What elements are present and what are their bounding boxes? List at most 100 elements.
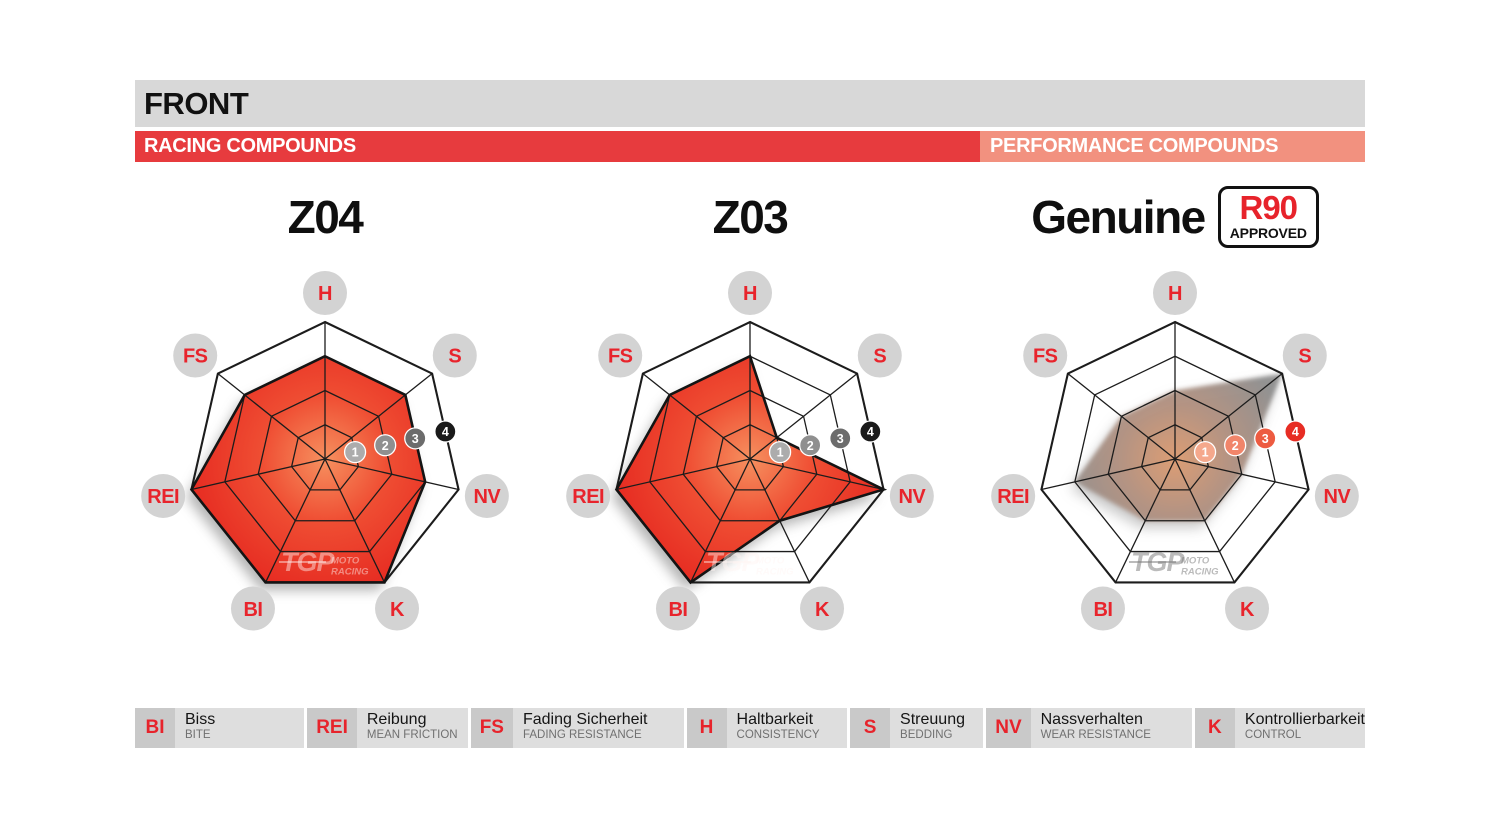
radar-charts-row: TGP MOTO RACING 1 2 3 4 H S NV K BI REI FS TGP MOTO RAC… (135, 269, 1365, 649)
legend-text: Reibung MEAN FRICTION (356, 708, 468, 748)
radar-spoke (689, 458, 751, 583)
legend-item-h: H Haltbarkeit CONSISTENCY (686, 708, 848, 748)
legend-abbr: FS (470, 708, 513, 748)
axis-label-circle (375, 586, 420, 631)
scale-badge (1224, 434, 1247, 457)
chart-titles-row: Z04 Z03 Genuine R90 APPROVED (135, 186, 1365, 248)
scale-badge-number: 3 (412, 432, 419, 446)
title-cell-z04: Z04 (135, 186, 515, 248)
axis-label: NV (473, 486, 501, 508)
performance-compounds-label: PERFORMANCE COMPOUNDS (990, 135, 1279, 157)
scale-badge (434, 420, 457, 443)
radar-grid-ring (1107, 389, 1243, 522)
title-cell-genuine: Genuine R90 APPROVED (985, 186, 1365, 248)
scale-badge-number: 1 (352, 446, 359, 460)
radar-spoke (1067, 373, 1176, 460)
radar-spoke (324, 373, 433, 460)
axis-label: FS (1033, 346, 1058, 368)
radar-grid-ring (257, 389, 393, 522)
legend-german-term: Kontrollierbarkeit (1244, 711, 1365, 728)
axis-label: K (815, 599, 830, 621)
axis-label-circle (1314, 473, 1359, 518)
chart-title-genuine: Genuine (1031, 191, 1206, 243)
scale-badge (799, 434, 822, 457)
watermark-racing-text: RACING (331, 567, 369, 578)
legend-english-term: FADING RESISTANCE (522, 729, 642, 742)
axis-label-circle (857, 333, 902, 378)
chart-title-z03: Z03 (712, 191, 789, 243)
axis-label: REI (572, 486, 604, 508)
radar-spoke (616, 458, 751, 491)
scale-badge (374, 434, 397, 457)
radar-spoke (1041, 458, 1176, 491)
axis-label-circle (141, 473, 186, 518)
radar-spoke (1174, 458, 1236, 583)
legend-english-term: BITE (185, 729, 211, 742)
legend-german-term: Haltbarkeit (736, 711, 814, 728)
axis-label: S (448, 346, 461, 368)
title-cell-z03: Z03 (560, 186, 940, 248)
axis-label-circle (991, 473, 1036, 518)
scale-badge (1254, 427, 1277, 450)
performance-compounds-banner: PERFORMANCE COMPOUNDS (980, 131, 1365, 162)
axis-label: K (390, 599, 405, 621)
axis-label: H (318, 283, 332, 305)
scale-badge-number: 3 (1262, 432, 1269, 446)
legend-german-term: Reibung (366, 711, 427, 728)
r90-badge-text: R90 (1239, 189, 1298, 226)
axis-label-circle (1080, 586, 1125, 631)
tgp-logo: TGP (706, 547, 760, 577)
scale-badge-number: 1 (777, 446, 784, 460)
legend-abbr: S (850, 708, 891, 748)
radar-spoke (1174, 373, 1283, 460)
radar-spoke (264, 458, 326, 583)
axis-label: BI (1093, 599, 1112, 621)
radar-spoke (324, 458, 386, 583)
radar-spoke (217, 373, 326, 460)
scale-badge-number: 2 (807, 439, 814, 453)
legend-german-term: Biss (185, 711, 216, 728)
scale-badge (343, 440, 367, 464)
axis-label: BI (243, 599, 262, 621)
axis-label-circle (230, 586, 275, 631)
radar-spoke (749, 373, 858, 460)
radar-value-area (616, 356, 884, 583)
watermark-racing-text: RACING (1181, 567, 1219, 578)
legend-text: Biss BITE (175, 708, 305, 748)
r90-approved-text: APPROVED (1229, 225, 1307, 241)
radar-spoke (642, 373, 751, 460)
racing-compounds-banner: RACING COMPOUNDS (135, 131, 980, 162)
legend-abbr: REI (307, 708, 357, 748)
legend-abbr: BI (135, 708, 175, 748)
radar-grid-ring (1074, 355, 1276, 553)
radar-value-area (1074, 373, 1283, 521)
axis-label-circle (303, 271, 347, 315)
scale-badge (768, 440, 792, 464)
watermark-moto-text: MOTO (331, 556, 360, 567)
legend-english-term: WEAR RESISTANCE (1040, 729, 1151, 742)
legend-bar: BI Biss BITE REI Reibung MEAN FRICTION FS Fadin… (135, 708, 1365, 748)
axis-label-circle (1153, 271, 1197, 315)
scale-badge (829, 427, 852, 450)
axis-label-circle (566, 473, 611, 518)
legend-text: Kontrollierbarkeit CONTROL (1234, 708, 1365, 748)
axis-label-circle (728, 271, 772, 315)
scale-badge-number: 4 (442, 425, 449, 439)
chart-title-z04: Z04 (287, 191, 364, 243)
axis-label: H (1168, 283, 1182, 305)
legend-german-term: Fading Sicherheit (522, 711, 648, 728)
axis-label-circle (598, 333, 643, 378)
radar-spoke (1114, 458, 1176, 583)
compounds-banner-row: RACING COMPOUNDS PERFORMANCE COMPOUNDS (135, 131, 1365, 162)
watermark-moto-text: MOTO (756, 556, 785, 567)
axis-label: S (1298, 346, 1311, 368)
tgp-logo: TGP (281, 547, 335, 577)
legend-text: Streuung BEDDING (890, 708, 984, 748)
scale-badge-number: 1 (1202, 446, 1209, 460)
radar-grid-ring (649, 355, 851, 553)
legend-english-term: BEDDING (900, 729, 953, 742)
